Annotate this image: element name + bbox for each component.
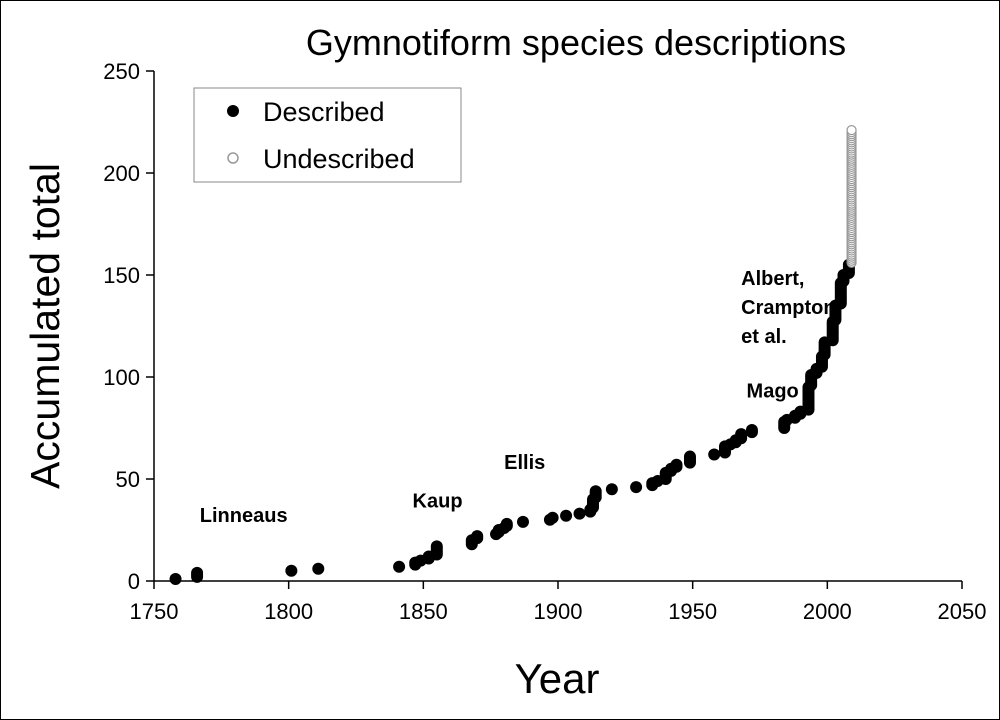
point-described (630, 481, 643, 494)
point-described (191, 566, 204, 579)
chart-title: Gymnotiform species descriptions (306, 22, 846, 63)
point-described (573, 507, 586, 520)
point-described (285, 564, 298, 577)
y-axis-label: Accumulated total (22, 163, 68, 489)
annotation-label: Linneaus (200, 505, 288, 527)
y-tick-label: 150 (103, 263, 140, 288)
legend-box (193, 87, 462, 183)
point-described (560, 509, 573, 522)
point-described (430, 540, 443, 553)
y-tick-label: 50 (116, 467, 140, 492)
x-axis-label: Year (515, 655, 600, 702)
x-tick-label: 2000 (803, 599, 852, 624)
legend-marker-described (227, 105, 239, 117)
point-described (605, 483, 618, 496)
y-tick-label: 0 (128, 569, 140, 594)
annotation-label: Ellis (504, 452, 545, 474)
annotation-label: Albert, (741, 268, 804, 290)
point-described (745, 424, 758, 437)
y-tick-label: 250 (103, 59, 140, 84)
y-tick-label: 200 (103, 161, 140, 186)
y-tick-label: 100 (103, 365, 140, 390)
x-tick-label: 1750 (130, 599, 179, 624)
point-described (471, 530, 484, 543)
x-tick-label: 1950 (668, 599, 717, 624)
point-described (312, 562, 325, 575)
x-tick-label: 1900 (534, 599, 583, 624)
point-described (708, 448, 721, 461)
point-undescribed (846, 125, 857, 136)
annotation-label: Mago (747, 380, 799, 402)
x-tick-label: 2050 (938, 599, 987, 624)
point-described (500, 517, 513, 530)
point-described (546, 511, 559, 524)
x-tick-label: 1800 (264, 599, 313, 624)
point-described (169, 572, 182, 585)
legend-marker-undescribed (227, 152, 239, 164)
annotation-label: et al. (741, 326, 787, 348)
point-described (670, 458, 683, 471)
point-described (393, 560, 406, 573)
point-described (735, 428, 748, 441)
legend: Described Undescribed (193, 87, 462, 183)
legend-label-undescribed: Undescribed (263, 144, 415, 174)
point-described (589, 485, 602, 498)
annotation-label: Crampton (741, 297, 835, 319)
x-tick-label: 1850 (399, 599, 448, 624)
legend-label-described: Described (263, 97, 385, 127)
point-described (516, 515, 529, 528)
annotation-label: Kaup (413, 491, 463, 513)
point-described (683, 450, 696, 463)
